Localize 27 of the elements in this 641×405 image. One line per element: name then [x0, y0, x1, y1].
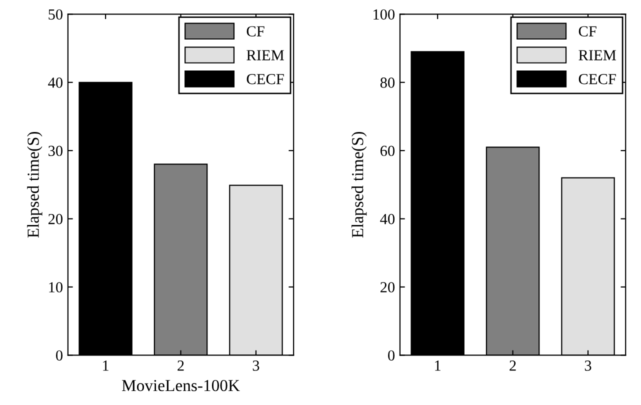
y-tick-label: 60 [380, 146, 395, 156]
x-axis-title: MovieLens-100K [122, 380, 240, 392]
y-tick-label: 40 [48, 78, 62, 88]
legend-label: CECF [578, 74, 616, 84]
legend-label: CECF [246, 74, 284, 84]
y-tick-label: 50 [48, 9, 62, 20]
y-tick-label: 20 [380, 282, 395, 292]
y-tick-label: 10 [49, 282, 62, 292]
x-tick-label: 1 [103, 360, 108, 371]
x-tick-label: 3 [584, 360, 592, 371]
x-tick-label: 1 [435, 360, 440, 371]
legend-label: RIEM [246, 50, 284, 60]
y-axis-title: Elapsed time(S) [352, 132, 367, 238]
legend-label: RIEM [578, 50, 616, 60]
legend-label: CF [246, 26, 264, 36]
legend-label: CF [578, 26, 596, 36]
y-tick-label: 80 [380, 78, 395, 88]
x-tick-label: 2 [178, 360, 184, 371]
y-tick-label: 40 [380, 214, 395, 224]
y-axis-title: Elapsed time(S) [27, 132, 42, 238]
y-tick-label: 30 [48, 146, 62, 156]
x-tick-label: 2 [510, 360, 516, 371]
y-tick-label: 0 [388, 350, 395, 361]
y-tick-label: 0 [56, 350, 62, 361]
y-tick-label: 20 [48, 214, 62, 224]
y-tick-label: 100 [374, 9, 395, 20]
x-tick-label: 3 [252, 360, 260, 371]
